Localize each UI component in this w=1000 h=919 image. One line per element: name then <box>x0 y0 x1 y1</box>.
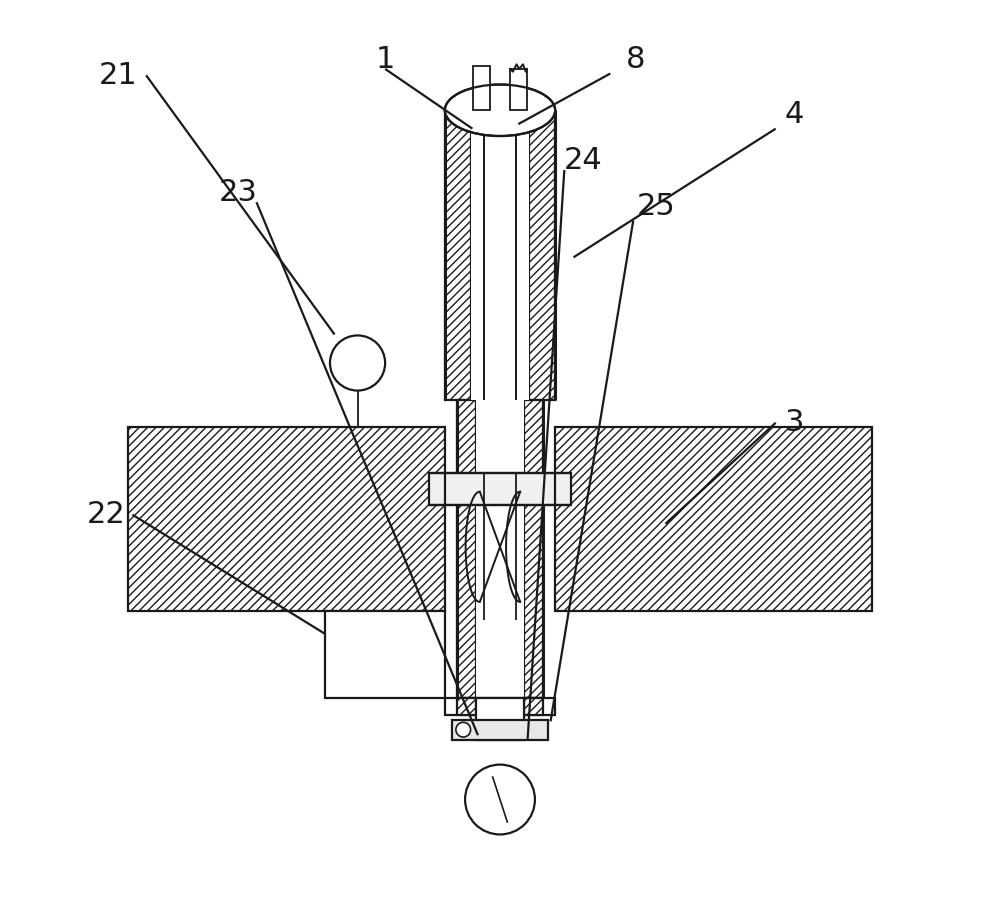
Text: 4: 4 <box>784 100 804 130</box>
Bar <box>457 698 476 715</box>
Bar <box>484 119 516 400</box>
Text: 3: 3 <box>784 408 804 437</box>
Bar <box>445 110 471 400</box>
Bar <box>457 400 476 698</box>
Bar <box>325 611 445 698</box>
Text: 23: 23 <box>219 178 258 208</box>
Text: 22: 22 <box>86 500 125 529</box>
Text: 21: 21 <box>98 61 137 90</box>
Bar <box>524 698 543 715</box>
Text: 25: 25 <box>637 192 676 221</box>
Bar <box>445 698 555 715</box>
Bar <box>476 400 524 698</box>
Bar <box>452 720 548 740</box>
Bar <box>429 473 571 505</box>
Bar <box>510 69 527 110</box>
Bar <box>476 698 524 740</box>
Bar <box>128 427 445 611</box>
Text: 1: 1 <box>375 45 395 74</box>
Circle shape <box>456 722 471 737</box>
Text: 8: 8 <box>626 45 646 74</box>
Bar <box>555 427 872 611</box>
Text: 24: 24 <box>563 146 602 176</box>
Ellipse shape <box>445 85 555 136</box>
Bar <box>473 66 490 110</box>
Bar <box>529 110 555 400</box>
Circle shape <box>330 335 385 391</box>
Bar <box>471 110 529 400</box>
Bar <box>524 400 543 698</box>
Circle shape <box>465 765 535 834</box>
